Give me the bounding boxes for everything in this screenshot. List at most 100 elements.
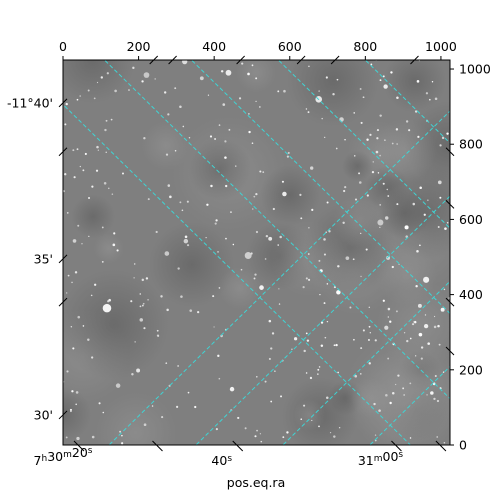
star [97, 149, 99, 151]
star [199, 76, 204, 81]
star [174, 87, 177, 90]
star [318, 90, 320, 92]
dec-right-tick [445, 147, 455, 157]
star [222, 103, 226, 106]
star [82, 169, 85, 172]
star [371, 171, 375, 174]
star [328, 230, 331, 233]
star [241, 62, 244, 65]
x-axis-label: pos.eq.ra [227, 475, 285, 490]
star [286, 155, 289, 158]
star [121, 442, 124, 445]
star [271, 332, 275, 335]
star [300, 217, 303, 220]
star [278, 303, 281, 305]
star [147, 198, 150, 201]
star [382, 182, 385, 185]
star [307, 253, 310, 255]
star [318, 425, 320, 428]
nebula-patch [141, 121, 191, 171]
star [67, 274, 70, 277]
star [443, 288, 446, 291]
star [247, 72, 250, 76]
star [111, 193, 114, 195]
star [354, 198, 358, 201]
star [220, 70, 224, 73]
star [343, 189, 346, 193]
star [293, 337, 298, 341]
star [132, 66, 135, 70]
dec-tick [58, 410, 68, 420]
star [69, 408, 73, 411]
star [405, 120, 409, 123]
star [71, 390, 74, 393]
star [333, 286, 336, 289]
star [436, 399, 440, 403]
star [218, 124, 221, 126]
star [278, 288, 280, 290]
star [425, 92, 429, 95]
star [353, 338, 355, 341]
nebula-patch [93, 233, 124, 264]
star [396, 96, 399, 100]
star [264, 380, 267, 383]
star [439, 196, 442, 199]
star [365, 248, 368, 251]
star [423, 324, 429, 329]
star [326, 320, 329, 323]
star [108, 298, 111, 302]
nebula-patch [342, 150, 374, 182]
star [320, 344, 324, 347]
star [268, 357, 271, 361]
star-field [63, 60, 450, 445]
star [215, 219, 218, 222]
nebula-patch [372, 118, 437, 183]
nebula-patch [345, 331, 450, 445]
star [417, 135, 420, 138]
star [98, 402, 101, 405]
ra-top-tick [410, 55, 419, 65]
star [167, 113, 170, 116]
star [308, 65, 310, 68]
star [369, 133, 372, 136]
star [368, 339, 370, 341]
star [165, 362, 168, 364]
star [310, 166, 314, 170]
star [379, 79, 382, 82]
star [217, 354, 220, 358]
star [88, 235, 90, 238]
star [307, 278, 311, 281]
star [317, 373, 319, 375]
ra-tick [391, 440, 402, 452]
star [362, 329, 365, 332]
star [165, 153, 169, 156]
star [281, 180, 284, 183]
star [160, 295, 163, 298]
star [291, 348, 293, 350]
star [183, 238, 189, 244]
star [141, 80, 144, 83]
star [419, 186, 422, 190]
star [91, 356, 94, 359]
star [362, 96, 365, 99]
nebula-patch [260, 165, 320, 225]
star [360, 232, 362, 235]
star [368, 325, 371, 328]
star [254, 435, 257, 438]
star [279, 235, 282, 239]
dec-tick [58, 98, 68, 108]
star [139, 293, 142, 295]
star [409, 382, 412, 385]
star [103, 182, 107, 185]
star [143, 327, 146, 330]
star [259, 170, 262, 173]
nebula-patch [332, 195, 386, 248]
star [169, 195, 172, 199]
star [77, 315, 81, 319]
star [368, 362, 371, 365]
star [151, 405, 154, 407]
nebula-patch [95, 392, 177, 445]
top-tick-label: 200 [127, 39, 151, 54]
star [197, 311, 200, 314]
